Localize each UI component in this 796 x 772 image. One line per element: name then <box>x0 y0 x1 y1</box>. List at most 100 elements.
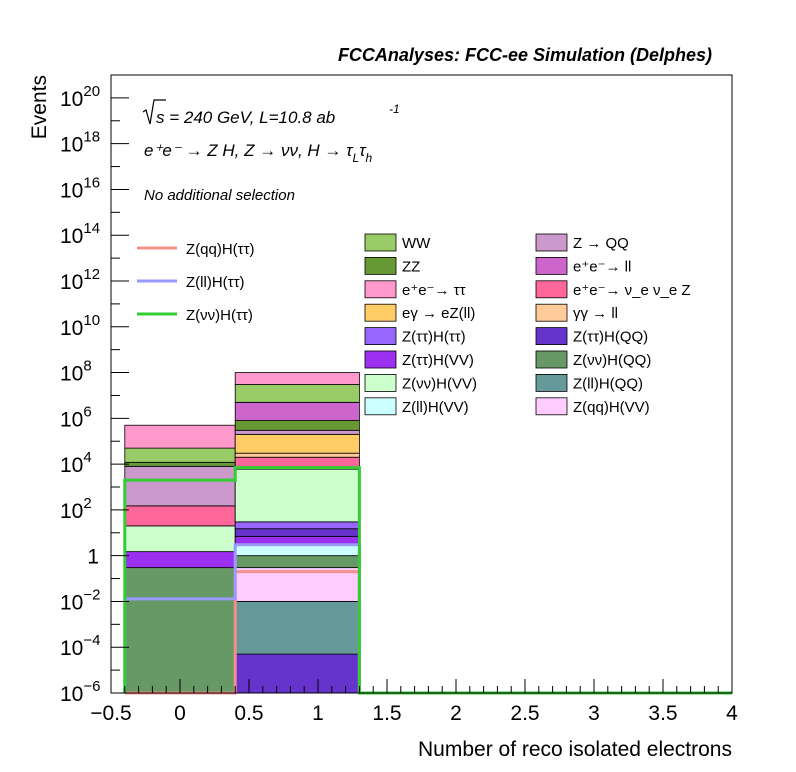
legend-swatch <box>535 397 568 416</box>
annotation-block: s = 240 GeV, L=10.8 ab -1 e⁺e⁻ → Z H, Z … <box>142 99 400 204</box>
y-tick-label: 1020 <box>60 83 100 111</box>
legend-label: Z(qq)H(VV) <box>573 399 650 416</box>
legend-label: WW <box>402 235 431 252</box>
y-tick-label: 10−2 <box>60 586 100 614</box>
legend-label: Z(ττ)H(QQ) <box>573 329 648 346</box>
annotation-selection: No additional selection <box>144 187 295 204</box>
bar-segment <box>234 429 360 435</box>
legend-signal-label: Z(qq)H(ττ) <box>186 241 255 258</box>
legend-swatch <box>364 350 397 369</box>
legend-label: e⁺e⁻→ ll <box>573 258 631 275</box>
y-tick-label: 1012 <box>60 266 100 294</box>
legend-label: Z(νν)H(QQ) <box>573 352 651 369</box>
annotation-process-sub-h: h <box>366 151 373 165</box>
bar-segment <box>234 528 360 537</box>
y-tick-label: 1018 <box>60 129 100 157</box>
bar-segment <box>124 567 236 694</box>
y-tick-label: 10−4 <box>60 632 100 660</box>
y-tick-label: 104 <box>60 449 92 477</box>
sqrt-symbol <box>142 99 166 125</box>
legend-label: Z(νν)H(VV) <box>402 375 477 392</box>
annotation-process-sub-l: L <box>353 151 360 165</box>
y-tick-label: 1 <box>87 546 99 569</box>
bar-segment <box>124 551 236 569</box>
legend-swatch <box>364 327 397 346</box>
bar-segment <box>234 555 360 569</box>
y-tick-label: 102 <box>60 495 92 523</box>
bar-segment <box>124 505 236 527</box>
x-axis-ticks: −0.5 0 0.5 1 1.5 2 2.5 3 3.5 4 <box>90 679 738 725</box>
x-tick-label: 4 <box>726 702 738 725</box>
y-axis-ticks: 10−6 10−4 10−2 1 102 104 106 108 1010 1012 1014 101… <box>60 83 129 706</box>
legend-label: e⁺e⁻→ ττ <box>402 282 466 299</box>
legend-label: e⁺e⁻→ ν_e ν_e Z <box>573 282 691 299</box>
y-tick-label: 106 <box>60 403 92 431</box>
legend-swatch <box>364 373 397 392</box>
y-tick-label: 108 <box>60 358 92 386</box>
annotation-energy-lumi: s = 240 GeV, L=10.8 ab <box>156 108 335 127</box>
annotation-process: e⁺e⁻ → Z H, Z → νν, H → τLτh <box>144 141 373 165</box>
legend-label: Z(ττ)H(ττ) <box>402 329 466 346</box>
x-tick-label: 2.5 <box>510 702 539 725</box>
legend-swatch <box>364 256 397 275</box>
bar-segment <box>124 447 236 463</box>
y-tick-label: 1014 <box>60 220 100 248</box>
x-tick-label: −0.5 <box>90 702 131 725</box>
bar-segment <box>124 465 236 507</box>
legend-label: γγ → ll <box>573 305 618 322</box>
legend-signal-label: Z(ll)H(ττ) <box>186 274 245 291</box>
legend-signal-label: Z(νν)H(ττ) <box>186 307 253 324</box>
bar-segment <box>234 601 360 655</box>
legend-swatch <box>535 373 568 392</box>
legend-swatch <box>535 303 568 322</box>
annotation-process-main: e⁺e⁻ → Z H, Z → νν, H → τ <box>144 141 354 160</box>
legend-label: Z → QQ <box>573 235 629 252</box>
x-tick-label: 1 <box>312 702 324 725</box>
bar-segment <box>234 401 360 421</box>
bar-segment <box>124 525 236 553</box>
bar-segment <box>234 384 360 403</box>
legend-swatch <box>535 350 568 369</box>
bar-segment <box>234 452 360 458</box>
legend-label: Z(ll)H(QQ) <box>573 375 643 392</box>
x-tick-label: 0 <box>174 702 186 725</box>
legend-label: ZZ <box>402 258 420 275</box>
legend-swatch <box>364 303 397 322</box>
annotation-lumi-exponent: -1 <box>389 102 400 116</box>
chart-title: FCCAnalyses: FCC-ee Simulation (Delphes) <box>338 45 712 65</box>
annotation-process-tau: τ <box>359 141 367 160</box>
legend-label: Z(ll)H(VV) <box>402 399 469 416</box>
legend-swatch <box>364 280 397 299</box>
bar-segment <box>234 420 360 431</box>
bar-segment <box>234 653 360 694</box>
y-tick-label: 1010 <box>60 312 100 340</box>
legend-swatch <box>535 256 568 275</box>
y-axis-label: Events <box>28 75 51 139</box>
legend-label: eγ → eZ(ll) <box>402 305 475 322</box>
y-tick-label: 1016 <box>60 174 100 202</box>
legend-label: Z(ττ)H(VV) <box>402 352 474 369</box>
legend-swatch <box>535 327 568 346</box>
bar-segment <box>234 567 360 602</box>
bar-segment <box>234 521 360 530</box>
bar-segment <box>234 372 360 385</box>
bar-segment <box>124 424 236 449</box>
stacked-bars <box>124 372 360 694</box>
legend: Z(qq)H(ττ) Z(ll)H(ττ) Z(νν)H(ττ) WW ZZ e⁺e⁻→ … <box>137 233 691 416</box>
bar-segment <box>234 544 360 557</box>
x-tick-label: 1.5 <box>372 702 401 725</box>
x-tick-label: 2 <box>450 702 462 725</box>
bar-segment <box>234 433 360 454</box>
x-tick-label: 0.5 <box>234 702 263 725</box>
legend-swatch <box>535 233 568 252</box>
legend-swatch <box>364 397 397 416</box>
legend-swatch <box>535 280 568 299</box>
plot-frame <box>110 74 733 694</box>
y-tick-label: 10−6 <box>60 678 100 706</box>
bar-segment <box>124 461 236 467</box>
x-tick-label: 3.5 <box>648 702 677 725</box>
x-axis-label: Number of reco isolated electrons <box>418 738 732 761</box>
x-tick-label: 3 <box>588 702 600 725</box>
